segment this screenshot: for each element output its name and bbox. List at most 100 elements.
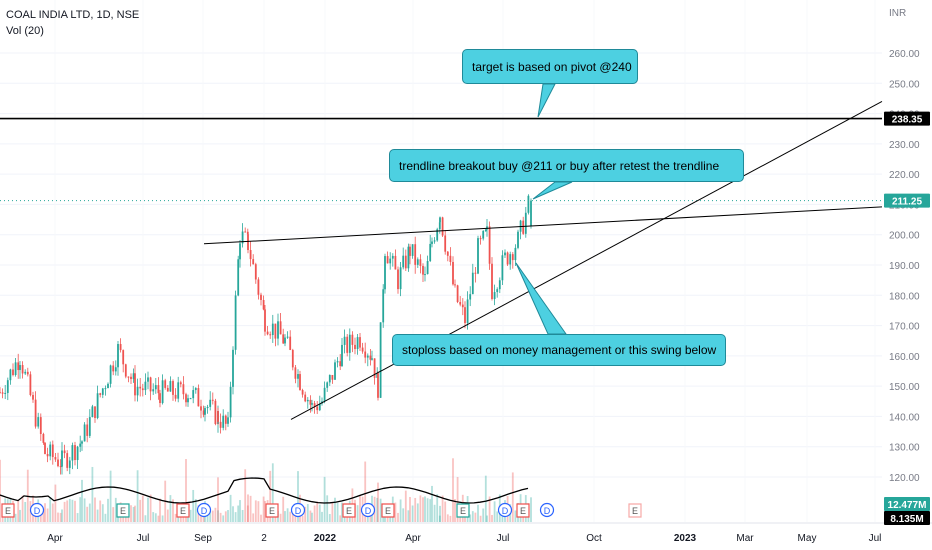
symbol-title[interactable]: COAL INDIA LTD, 1D, NSE <box>6 9 140 21</box>
volume-bar <box>144 515 147 522</box>
candle-body <box>1 392 4 394</box>
candle-body <box>59 466 62 468</box>
volume-bar <box>88 503 91 522</box>
volume-indicator-label[interactable]: Vol (20) <box>6 25 44 37</box>
volume-bar <box>39 515 42 522</box>
candle-body <box>382 289 385 323</box>
candle-body <box>524 212 527 234</box>
volume-bar <box>169 495 172 522</box>
candle-body <box>409 246 411 256</box>
y-tick-label: 190.00 <box>889 261 920 272</box>
candle-body <box>484 229 487 231</box>
candle-body <box>254 264 257 280</box>
volume-bar <box>214 507 217 522</box>
candle-body <box>99 393 102 395</box>
candle-body <box>76 446 79 461</box>
candle-body <box>431 241 433 244</box>
y-tick-label: 250.00 <box>889 79 920 90</box>
candle-body <box>19 365 21 371</box>
candle-body <box>247 234 249 251</box>
candle-body <box>304 394 307 402</box>
volume-bar <box>217 510 219 522</box>
candle-body <box>311 403 313 405</box>
candle-body <box>139 386 142 389</box>
candle-body <box>389 258 392 264</box>
candle-body <box>341 344 343 367</box>
candle-body <box>326 382 329 388</box>
dividend-marker <box>29 502 45 518</box>
chart-legend: COAL INDIA LTD, 1D, NSE Vol (20) <box>6 7 139 39</box>
earnings-marker <box>342 503 356 518</box>
candle-body <box>104 388 107 390</box>
candle-body <box>159 393 161 404</box>
volume-bar <box>211 510 214 522</box>
volume-bar <box>185 459 187 522</box>
candle-body <box>117 344 119 368</box>
candle-body <box>429 243 432 261</box>
candle-body <box>291 349 294 368</box>
candle-body <box>237 259 240 296</box>
volume-bar <box>289 511 292 522</box>
currency-label: INR <box>889 8 906 19</box>
volume-bar <box>488 496 491 522</box>
volume-bar <box>66 500 69 522</box>
volume-bar <box>252 513 255 522</box>
volume-bar <box>232 506 234 522</box>
volume-bar <box>134 505 136 522</box>
x-tick-label: Apr <box>47 533 63 544</box>
y-tick-label: 170.00 <box>889 322 920 333</box>
candle-body <box>506 252 509 265</box>
candle-body <box>284 337 286 344</box>
event-marker-label: D <box>295 506 302 516</box>
event-marker-label: D <box>544 506 551 516</box>
volume-bar <box>152 512 155 522</box>
resistance-price-badge: 238.35 <box>892 115 923 126</box>
volume-bar <box>291 508 294 522</box>
candle-body <box>141 388 144 391</box>
volume-bar <box>414 497 417 522</box>
y-tick-label: 150.00 <box>889 382 920 393</box>
candle-body <box>63 450 66 454</box>
candle-body <box>51 444 54 458</box>
candle-body <box>177 382 180 399</box>
volume-bar <box>260 514 262 522</box>
candle-body <box>49 444 52 457</box>
candle-body <box>439 217 441 223</box>
candle-body <box>386 256 389 264</box>
breakout-callout[interactable]: trendline breakout buy @211 or buy after… <box>389 149 744 182</box>
target-callout[interactable]: target is based on pivot @240 <box>462 49 638 84</box>
candle-body <box>260 294 262 301</box>
stoploss-callout[interactable]: stoploss based on money management or th… <box>392 334 726 366</box>
volume-bar <box>101 504 104 522</box>
volume-bar <box>149 494 152 522</box>
candle-body <box>264 309 266 332</box>
y-tick-label: 160.00 <box>889 352 920 363</box>
candle-body <box>132 373 135 380</box>
volume-bar <box>407 510 410 522</box>
candle-body <box>161 380 164 404</box>
breakout-callout-pointer <box>532 181 573 200</box>
volume-bar <box>326 495 329 522</box>
volume-bar <box>59 512 62 522</box>
y-tick-label: 200.00 <box>889 231 920 242</box>
candle-body <box>334 362 336 380</box>
volume-bar <box>429 499 432 522</box>
volume-bar <box>104 513 107 522</box>
volume-bar <box>262 496 265 522</box>
volume-bar <box>99 500 102 522</box>
candle-body <box>187 398 189 403</box>
candle-body <box>328 374 331 383</box>
volume-bar <box>132 506 135 522</box>
candle-body <box>482 230 485 239</box>
candle-body <box>96 393 99 418</box>
candle-body <box>456 285 459 302</box>
upper-trendline <box>203 206 883 245</box>
candle-body <box>114 367 117 372</box>
volume-bar <box>94 497 96 522</box>
last-price-badge-bg <box>884 193 930 208</box>
volume-bar <box>334 497 336 522</box>
volume-bar <box>419 495 422 522</box>
volume-bar <box>422 497 424 522</box>
candle-body <box>452 261 454 285</box>
